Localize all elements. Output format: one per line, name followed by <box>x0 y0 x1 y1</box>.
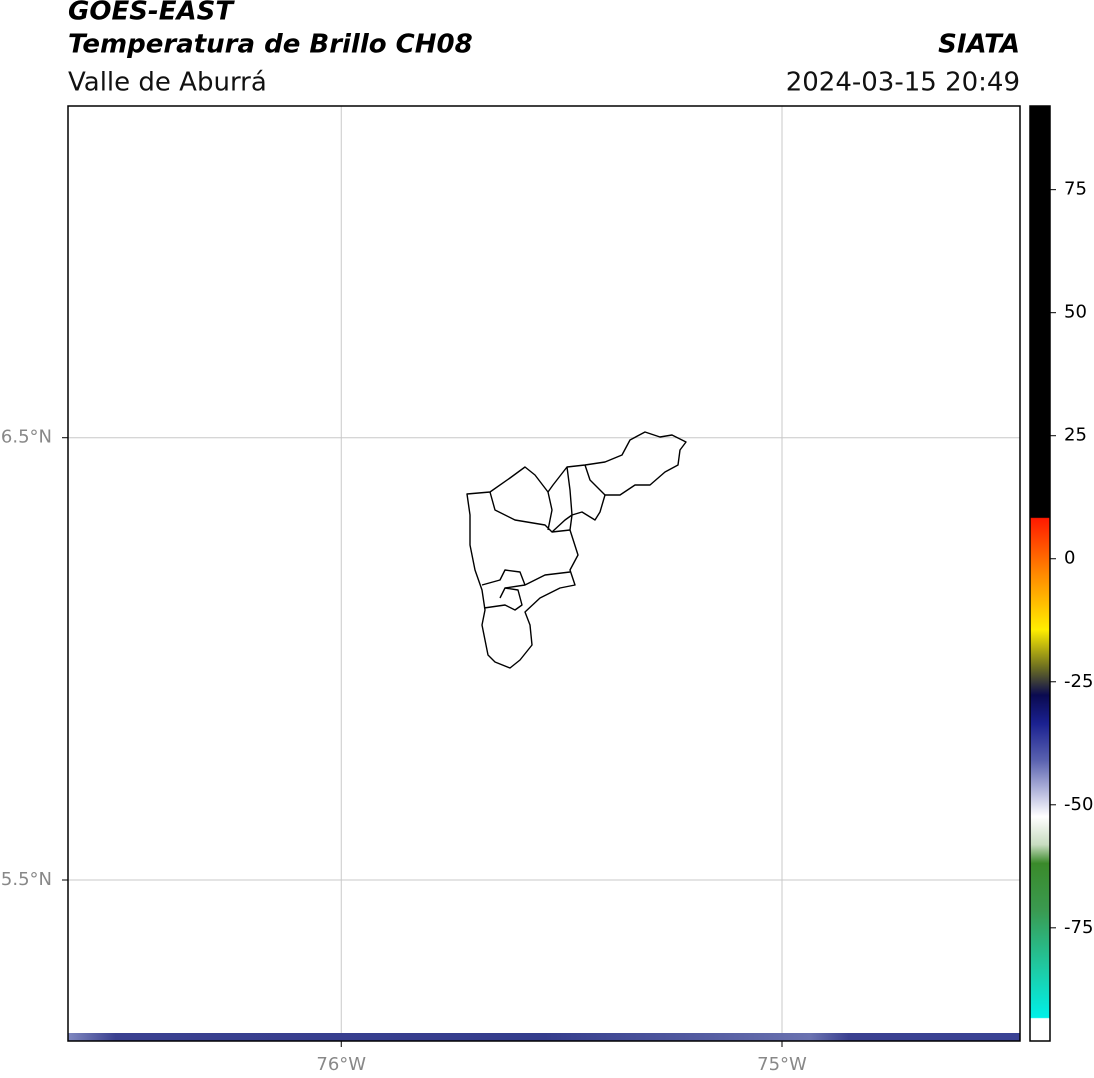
subtitle: Temperatura de Brillo CH08 <box>68 30 473 60</box>
y-tick-label: 6.5°N <box>1 427 52 448</box>
municipalities <box>466 431 687 669</box>
y-tick-label: 5.5°N <box>1 869 52 890</box>
colorbar-tick-label: 75 <box>1064 179 1087 200</box>
colorbar-tick-label: -25 <box>1064 671 1093 692</box>
x-tick-label: 76°W <box>316 1054 366 1075</box>
colorbar-tick-label: 50 <box>1064 302 1087 323</box>
colorbar-tick-label: 0 <box>1064 548 1075 569</box>
x-tick-label: 75°W <box>757 1054 807 1075</box>
map-frame <box>67 105 1021 1042</box>
grid <box>68 106 1020 1041</box>
boundary <box>481 464 606 611</box>
title: GOES-EAST <box>68 0 235 27</box>
data-strip <box>68 1033 1020 1041</box>
boundary <box>466 431 687 669</box>
colorbar-tick-label: -75 <box>1064 917 1093 938</box>
colorbar <box>1029 105 1051 1042</box>
region: Valle de Aburrá <box>68 68 267 98</box>
datetime: 2024-03-15 20:49 <box>786 68 1020 98</box>
colorbar-tick-label: 25 <box>1064 425 1087 446</box>
source: SIATA <box>938 30 1020 60</box>
colorbar-tick-label: -50 <box>1064 794 1093 815</box>
